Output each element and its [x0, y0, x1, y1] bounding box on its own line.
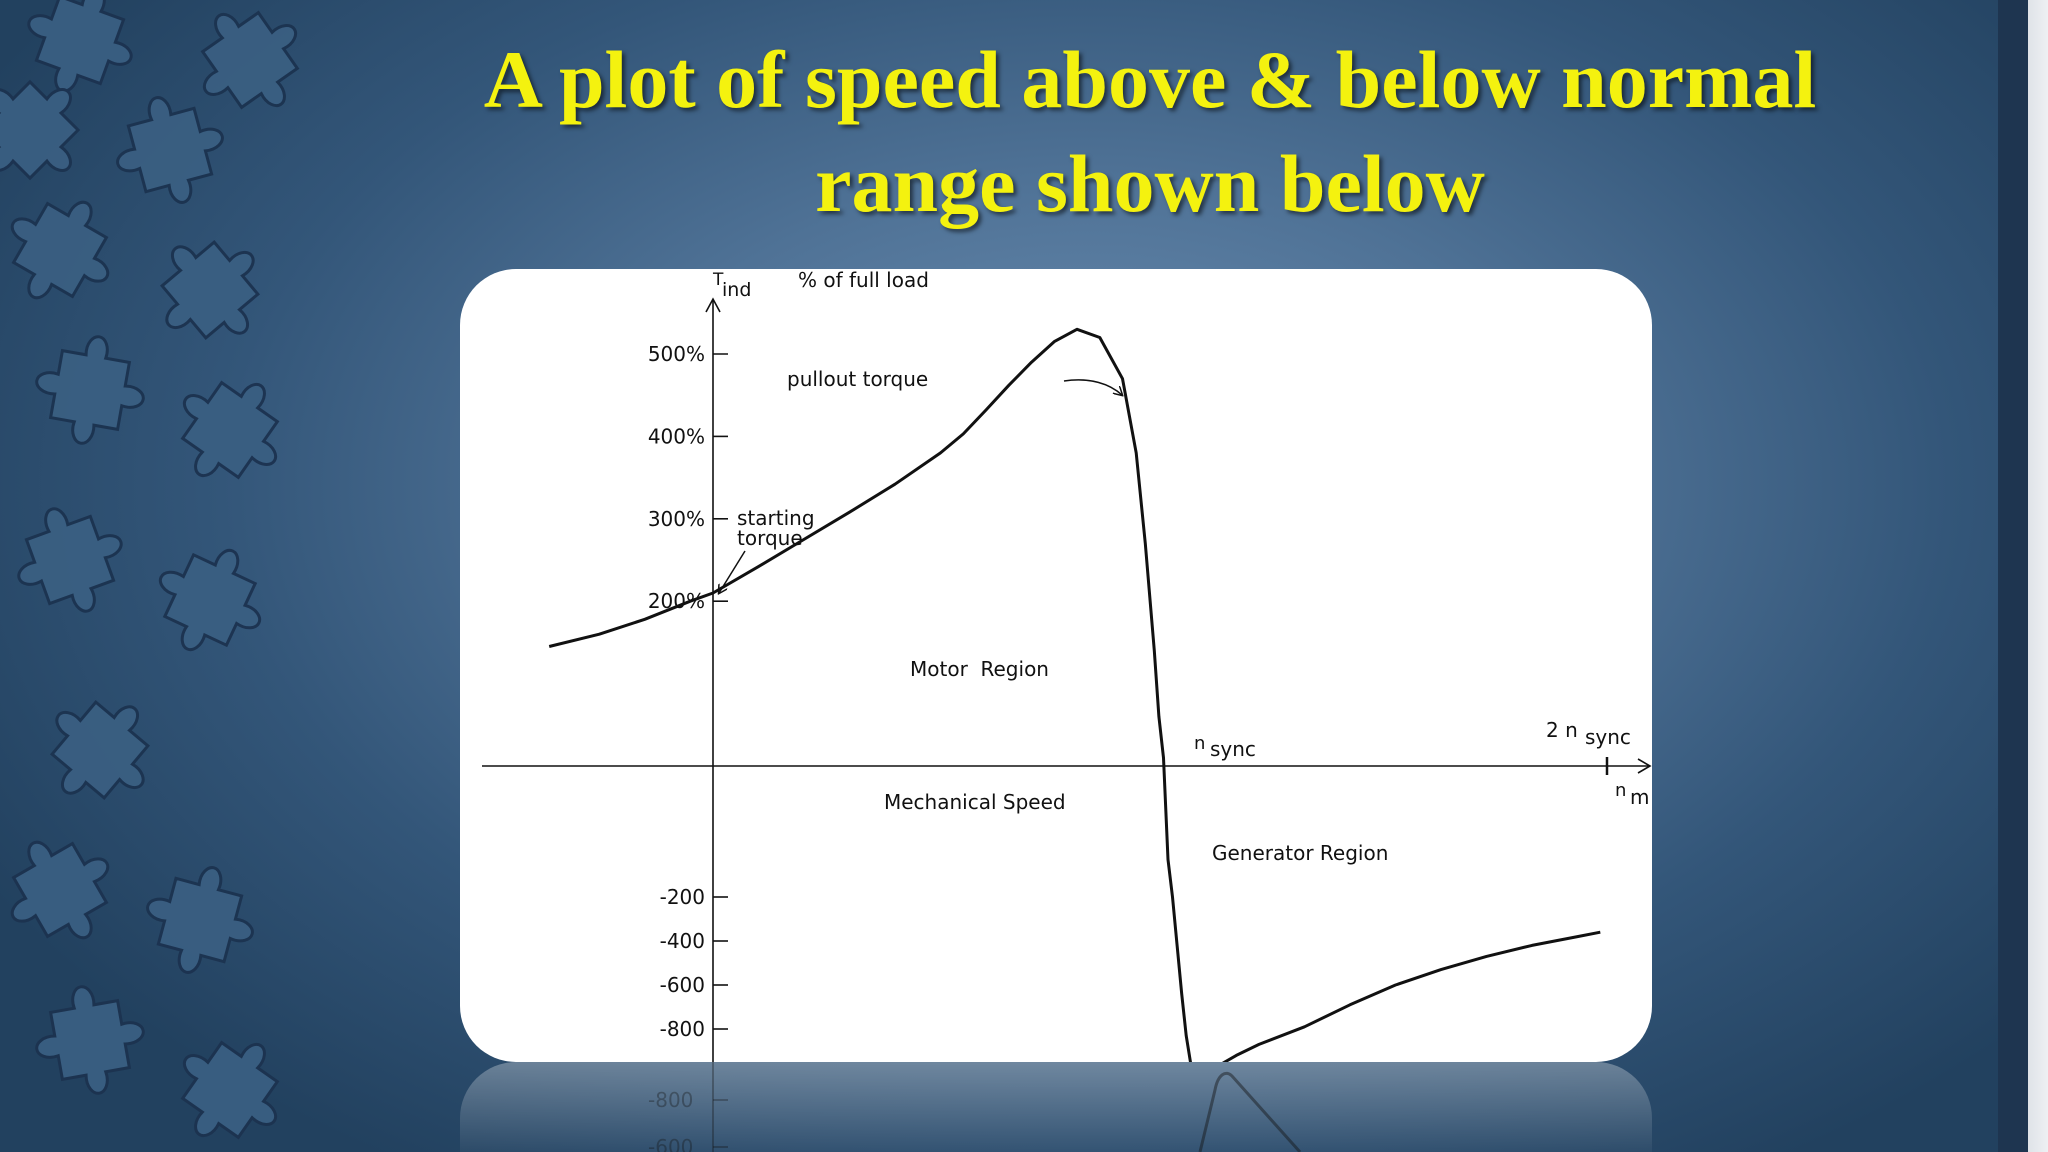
reflection-tick-label-2: -600 — [648, 1135, 693, 1152]
chart-reflection-svg: -800 -600 — [648, 1062, 1302, 1152]
torque-speed-curve — [548, 327, 1601, 1062]
slide-title: A plot of speed above & below normal ran… — [440, 28, 1860, 236]
slide-title-line-1: A plot of speed above & below normal — [483, 34, 1817, 125]
x-tick-label-nsync-subscript: sync — [1210, 737, 1256, 761]
slide-title-line-2: range shown below — [815, 138, 1485, 229]
puzzle-pieces-decoration — [0, 0, 327, 1152]
x-axis-arrow-icon — [1637, 758, 1652, 774]
y-tick-label-pos-400: 400% — [648, 424, 705, 448]
reflection-curve — [1198, 1071, 1302, 1152]
y-tick-label-neg800: -800 — [660, 1017, 705, 1041]
pullout-arrow — [1063, 379, 1122, 395]
x-tick-label-2nsync-subscript: sync — [1585, 725, 1631, 749]
reflection-tick-label-1: -800 — [648, 1088, 693, 1112]
y-tick-label-pos-200: 200% — [648, 589, 705, 613]
y-tick-label-neg200: -200 — [660, 885, 705, 909]
y-tick-label-pos-300: 300% — [648, 507, 705, 531]
annotation-pullout-torque: pullout torque — [787, 367, 928, 391]
annotation-starting-torque-line2: torque — [737, 526, 803, 550]
window-right-edge — [1998, 0, 2048, 1152]
y-tick-label-pos-500: 500% — [648, 342, 705, 366]
annotation-motor-region: Motor Region — [910, 657, 1049, 681]
y-axis-label: T — [712, 270, 724, 290]
x-axis-end-label: n — [1615, 780, 1626, 801]
x-axis-title: Mechanical Speed — [884, 790, 1066, 814]
torque-speed-chart-card: T ind % of full load 200% 300% 400% 500% -20… — [460, 269, 1652, 1062]
starting-torque-arrow — [719, 550, 746, 593]
y-unit-label: % of full load — [798, 269, 929, 292]
annotation-starting-torque-line1: starting — [737, 506, 815, 530]
x-tick-label-2nsync: 2 n — [1546, 718, 1578, 742]
annotation-generator-region: Generator Region — [1212, 841, 1388, 865]
y-axis-label-subscript: ind — [722, 279, 751, 301]
y-ticks: 200% 300% 400% 500% -200 -400 -600 -800 — [648, 342, 728, 1041]
y-tick-label-neg400: -400 — [660, 929, 705, 953]
chart-reflection: -800 -600 — [460, 1062, 1652, 1152]
x-axis-end-label-subscript: m — [1630, 785, 1649, 809]
y-axis-arrow-icon — [705, 297, 721, 313]
x-tick-label-nsync: n — [1194, 733, 1205, 754]
torque-speed-chart: T ind % of full load 200% 300% 400% 500% -20… — [482, 269, 1652, 1062]
y-tick-label-neg600: -600 — [660, 973, 705, 997]
